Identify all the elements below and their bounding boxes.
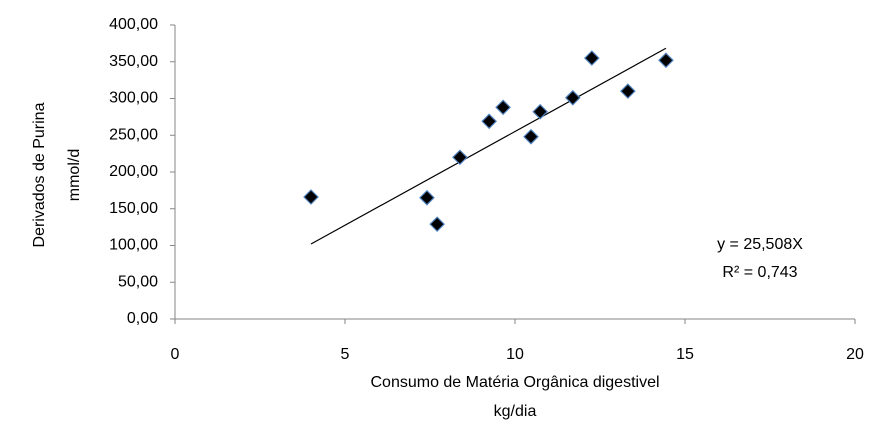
point — [419, 189, 435, 206]
point — [429, 216, 445, 233]
y-tick-label: 200,00 — [109, 163, 158, 180]
y-tick-label: 250,00 — [109, 126, 158, 143]
x-tick-label: 5 — [341, 346, 350, 363]
x-tick-label: 20 — [846, 346, 864, 363]
point — [303, 189, 319, 205]
trendline-equation: y = 25,508X — [717, 236, 803, 253]
y-axis-title: Derivados de Purina — [31, 102, 48, 247]
y-tick-label: 100,00 — [109, 237, 158, 254]
y-tick-label: 150,00 — [109, 200, 158, 217]
point — [658, 52, 674, 69]
x-tick-label: 10 — [506, 346, 524, 363]
y-tick-label: 400,00 — [109, 16, 158, 33]
point — [495, 99, 511, 116]
point — [532, 103, 549, 120]
point — [452, 149, 468, 166]
point — [481, 113, 498, 130]
point — [583, 50, 600, 66]
point — [620, 83, 636, 99]
y-tick-label: 0,00 — [127, 310, 158, 327]
trendline-r-squared: R² = 0,743 — [722, 264, 797, 281]
x-axis-title: Consumo de Matéria Orgânica digestivel — [370, 374, 659, 391]
y-tick-label: 300,00 — [109, 90, 158, 107]
x-tick-label: 15 — [676, 346, 694, 363]
trendline — [310, 47, 667, 245]
y-tick-label: 350,00 — [109, 53, 158, 70]
point — [523, 128, 539, 145]
y-tick-label: 50,00 — [118, 273, 158, 290]
y-axis-title: mmol/d — [66, 149, 83, 201]
x-axis-title: kg/dia — [494, 403, 537, 420]
point — [564, 89, 581, 106]
x-tick-label: 0 — [171, 346, 180, 363]
